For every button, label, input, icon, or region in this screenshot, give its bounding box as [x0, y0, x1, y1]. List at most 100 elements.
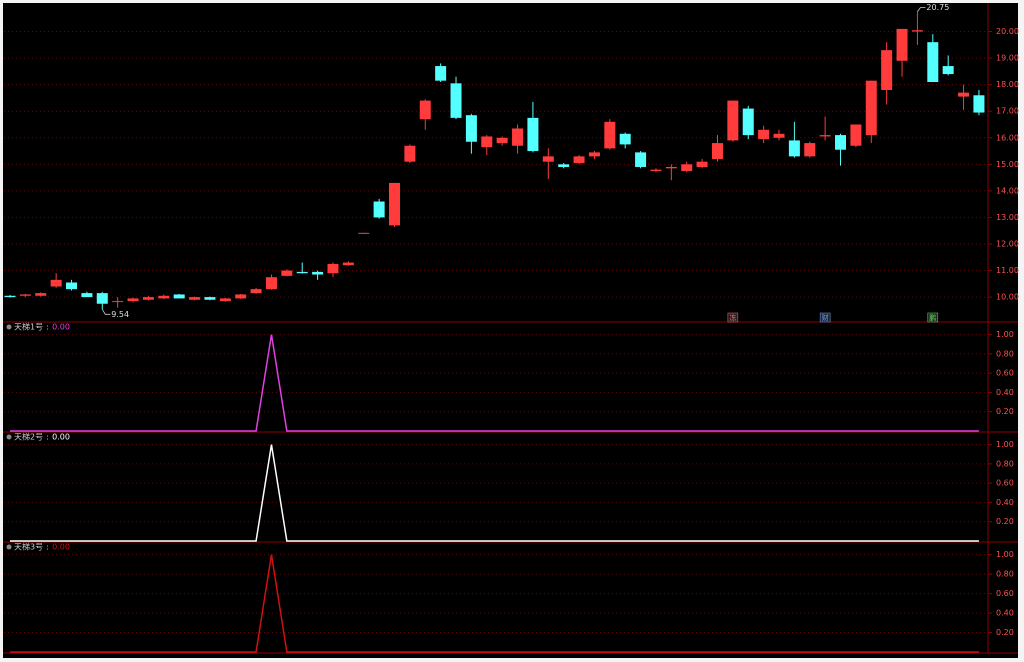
candle-body	[681, 164, 693, 171]
event-marker-box	[819, 312, 831, 323]
event-marker: 财	[822, 313, 829, 322]
annotation-arrow	[101, 309, 111, 315]
indicator-icon	[6, 434, 12, 440]
indicator-line	[10, 554, 979, 653]
y-tick-label: 0.40	[996, 498, 1014, 507]
candle-body	[158, 295, 170, 299]
y-tick-label: 0.40	[996, 609, 1014, 618]
candle-body	[142, 297, 154, 300]
candle-body	[35, 293, 47, 296]
candle-body	[66, 282, 78, 290]
candle-body	[404, 145, 416, 162]
candle-body	[312, 271, 324, 275]
candle-body	[788, 140, 800, 157]
chart-background	[3, 3, 1018, 658]
candle-body	[419, 100, 431, 120]
candle-body	[235, 294, 247, 299]
event-marker-box	[727, 312, 739, 323]
candle-body	[588, 152, 600, 157]
y-tick-label: 0.60	[996, 479, 1014, 488]
candle-body	[835, 135, 847, 150]
candle-body	[758, 129, 770, 140]
candle-body	[711, 143, 723, 160]
candle-body	[19, 294, 31, 296]
y-tick-label: 13.00	[996, 213, 1019, 222]
indicator-icon	[6, 324, 12, 330]
candle-body	[665, 166, 677, 169]
event-marker-box	[927, 312, 939, 323]
y-tick-label: 0.40	[996, 388, 1014, 397]
annotation-arrow	[917, 7, 926, 12]
y-tick-label: 1.00	[996, 550, 1014, 559]
candle-body	[450, 83, 462, 118]
indicator-value: 0.00	[52, 323, 70, 332]
y-tick-label: 17.00	[996, 107, 1019, 116]
indicator-separator: :	[46, 543, 49, 552]
indicator-separator: :	[46, 433, 49, 442]
y-tick-label: 0.80	[996, 459, 1014, 468]
candle-body	[342, 262, 354, 266]
candle-body	[896, 28, 908, 61]
candle-body	[281, 270, 293, 276]
y-tick-label: 12.00	[996, 239, 1019, 248]
indicator-line	[10, 334, 979, 432]
candle-body	[773, 133, 785, 138]
candle-body	[189, 297, 201, 300]
indicator-value: 0.00	[52, 543, 70, 552]
candle-body	[819, 135, 831, 137]
event-marker: 鹏	[929, 313, 936, 322]
indicator-title: 天梯1号	[14, 322, 43, 332]
candle-body	[373, 201, 385, 218]
candle-body	[96, 293, 108, 304]
y-tick-label: 20.00	[996, 27, 1019, 36]
candle-body	[327, 263, 339, 274]
y-tick-label: 0.20	[996, 628, 1014, 637]
y-tick-label: 11.00	[996, 266, 1019, 275]
candle-body	[296, 271, 308, 274]
candle-body	[173, 294, 185, 299]
y-tick-label: 0.80	[996, 570, 1014, 579]
indicator-icon	[6, 544, 12, 550]
candle-body	[958, 92, 970, 97]
candle-body	[542, 156, 554, 162]
candle-body	[112, 301, 124, 303]
candle-body	[496, 137, 508, 144]
indicator-title: 天梯2号	[14, 432, 43, 442]
y-tick-label: 10.00	[996, 293, 1019, 302]
y-tick-label: 0.60	[996, 589, 1014, 598]
y-tick-label: 19.00	[996, 54, 1019, 63]
candle-body	[265, 277, 277, 290]
indicator-separator: :	[46, 323, 49, 332]
candle-body	[696, 161, 708, 167]
candle-body	[911, 30, 923, 32]
indicator-value: 0.00	[52, 433, 70, 442]
candle-body	[4, 295, 16, 298]
candle-body	[358, 232, 370, 234]
candle-body	[850, 124, 862, 146]
candle-body	[942, 66, 954, 75]
indicator-title: 天梯3号	[14, 542, 43, 552]
indicator-line	[10, 444, 979, 542]
candle-body	[804, 143, 816, 157]
candle-body	[573, 156, 585, 163]
y-tick-label: 0.20	[996, 517, 1014, 526]
candle-body	[881, 50, 893, 90]
y-tick-label: 18.00	[996, 80, 1019, 89]
candle-body	[650, 169, 662, 171]
y-tick-label: 16.00	[996, 133, 1019, 142]
candle-body	[727, 100, 739, 141]
candle-body	[742, 108, 754, 136]
candle-body	[604, 121, 616, 149]
candle-body	[512, 128, 524, 146]
candle-body	[81, 293, 93, 298]
candle-body	[127, 298, 139, 302]
candle-body	[219, 298, 231, 302]
y-tick-label: 0.60	[996, 369, 1014, 378]
candle-body	[619, 133, 631, 145]
y-tick-label: 0.80	[996, 349, 1014, 358]
candle-body	[635, 152, 647, 167]
candle-body	[204, 297, 216, 300]
y-tick-label: 0.20	[996, 407, 1014, 416]
annotation: 9.54	[111, 310, 129, 319]
